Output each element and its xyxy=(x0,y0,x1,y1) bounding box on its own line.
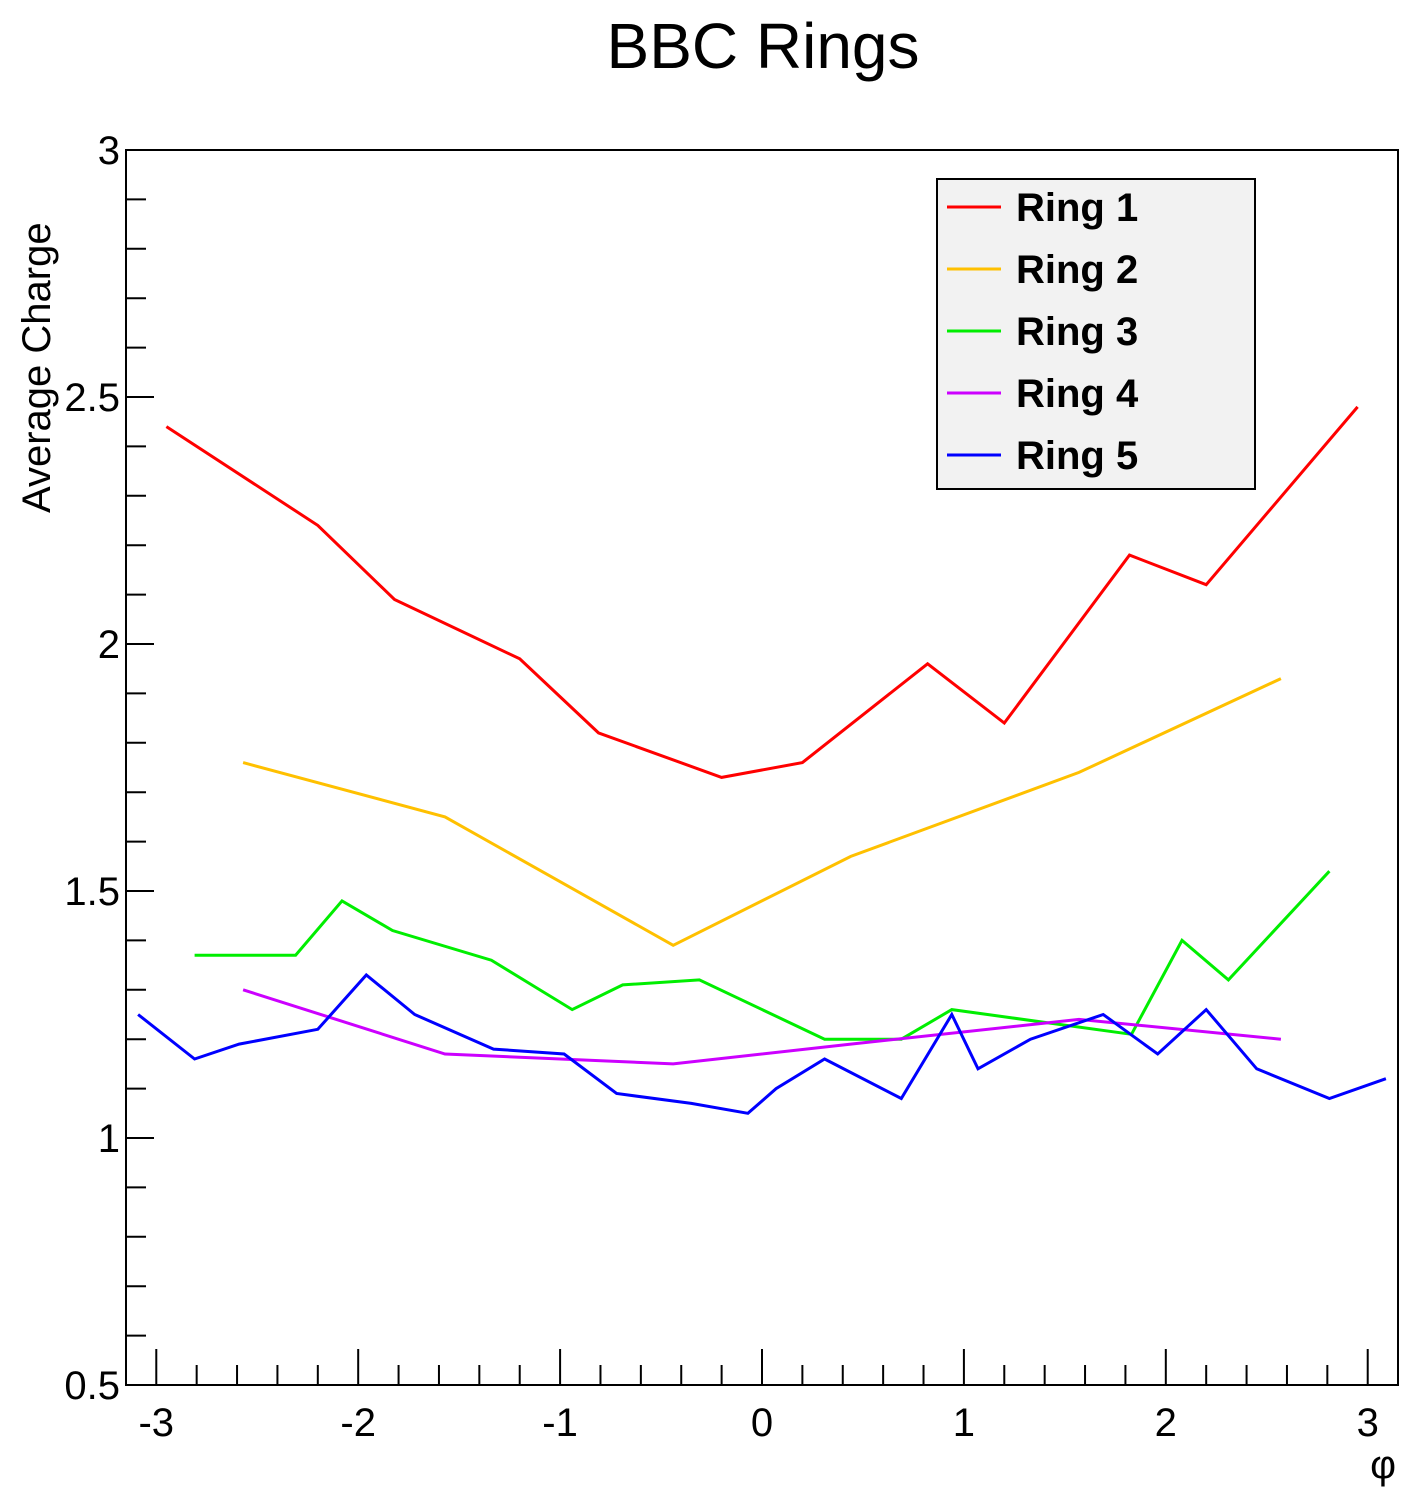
y-axis-label: Average Charge xyxy=(15,222,59,513)
x-tick-label: -2 xyxy=(340,1401,376,1445)
legend-label-ring-3: Ring 3 xyxy=(1016,310,1138,354)
chart-title: BBC Rings xyxy=(607,10,920,82)
y-tick-label: 2.5 xyxy=(64,376,120,420)
x-tick-label: 0 xyxy=(751,1401,773,1445)
y-tick-label: 0.5 xyxy=(64,1364,120,1408)
x-tick-label: -3 xyxy=(138,1401,174,1445)
series-line-ring-5 xyxy=(137,972,1387,1115)
y-tick-label: 2 xyxy=(98,623,120,667)
series-line-ring-1 xyxy=(165,405,1359,779)
series-line-ring-2 xyxy=(242,677,1282,947)
y-tick-label: 1 xyxy=(98,1117,120,1161)
legend-label-ring-5: Ring 5 xyxy=(1016,434,1138,478)
y-tick-label: 3 xyxy=(98,129,120,173)
x-tick-label: 1 xyxy=(953,1401,975,1445)
legend-label-ring-1: Ring 1 xyxy=(1016,186,1138,230)
legend: Ring 1 Ring 2 Ring 3 Ring 4 Ring 5 xyxy=(936,178,1256,490)
series-line-ring-3 xyxy=(194,870,1331,1041)
x-tick-label: 2 xyxy=(1155,1401,1177,1445)
axes: 0.5 1 1.5 2 2.5 3 -3 -2 -1 0 1 2 3 xyxy=(64,129,1399,1445)
legend-label-ring-2: Ring 2 xyxy=(1016,248,1138,292)
y-tick-label: 1.5 xyxy=(64,870,120,914)
legend-box xyxy=(936,178,1256,490)
series-lines xyxy=(137,405,1387,1115)
x-tick-label: -1 xyxy=(542,1401,578,1445)
x-axis-label: φ xyxy=(1370,1443,1396,1487)
x-tick-label: 3 xyxy=(1357,1401,1379,1445)
legend-label-ring-4: Ring 4 xyxy=(1016,372,1139,416)
